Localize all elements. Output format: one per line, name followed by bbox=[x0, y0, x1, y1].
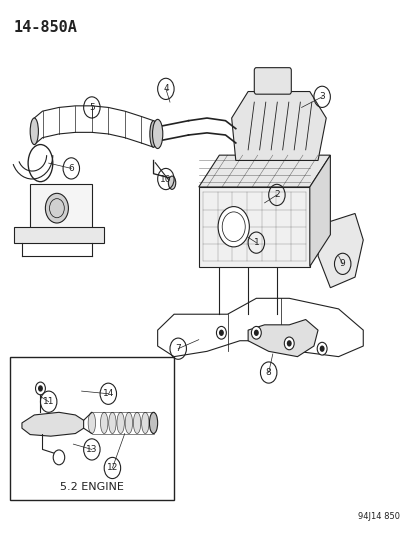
Text: 7: 7 bbox=[175, 344, 180, 353]
Ellipse shape bbox=[88, 413, 95, 433]
Text: 5: 5 bbox=[89, 103, 95, 112]
FancyBboxPatch shape bbox=[198, 187, 309, 266]
Ellipse shape bbox=[152, 119, 162, 149]
Ellipse shape bbox=[116, 413, 124, 433]
Text: 14-850A: 14-850A bbox=[14, 20, 77, 35]
Circle shape bbox=[45, 193, 68, 223]
Circle shape bbox=[38, 385, 43, 392]
Text: 11: 11 bbox=[43, 397, 54, 406]
Bar bbox=[14, 227, 104, 243]
Circle shape bbox=[286, 340, 291, 346]
Text: 9: 9 bbox=[339, 260, 345, 268]
Text: 4: 4 bbox=[163, 84, 168, 93]
FancyBboxPatch shape bbox=[30, 184, 92, 232]
Ellipse shape bbox=[149, 413, 157, 433]
FancyBboxPatch shape bbox=[254, 68, 291, 94]
Ellipse shape bbox=[30, 118, 38, 144]
Ellipse shape bbox=[125, 413, 132, 433]
Text: 13: 13 bbox=[86, 445, 97, 454]
Ellipse shape bbox=[150, 120, 157, 147]
Circle shape bbox=[319, 345, 324, 352]
Polygon shape bbox=[198, 155, 330, 187]
Ellipse shape bbox=[100, 413, 108, 433]
Text: 1: 1 bbox=[253, 238, 259, 247]
Text: 14: 14 bbox=[102, 389, 114, 398]
Text: 2: 2 bbox=[273, 190, 279, 199]
Ellipse shape bbox=[133, 413, 140, 433]
Bar bbox=[9, 357, 174, 500]
Text: 8: 8 bbox=[265, 368, 271, 377]
Ellipse shape bbox=[168, 176, 176, 189]
Polygon shape bbox=[309, 155, 330, 266]
Circle shape bbox=[316, 342, 326, 355]
Text: 5.2 ENGINE: 5.2 ENGINE bbox=[60, 481, 123, 491]
Circle shape bbox=[218, 207, 249, 247]
Text: 6: 6 bbox=[68, 164, 74, 173]
Polygon shape bbox=[231, 92, 325, 160]
Text: 10: 10 bbox=[160, 174, 171, 183]
Circle shape bbox=[216, 326, 226, 339]
Text: 94J14 850: 94J14 850 bbox=[357, 512, 399, 521]
Circle shape bbox=[251, 326, 261, 339]
Polygon shape bbox=[22, 413, 83, 436]
Text: 12: 12 bbox=[107, 464, 118, 472]
Circle shape bbox=[36, 382, 45, 395]
Polygon shape bbox=[317, 214, 362, 288]
Ellipse shape bbox=[109, 413, 116, 433]
Polygon shape bbox=[247, 319, 317, 357]
Ellipse shape bbox=[141, 413, 149, 433]
Circle shape bbox=[53, 450, 64, 465]
Circle shape bbox=[253, 329, 258, 336]
Text: 3: 3 bbox=[318, 92, 324, 101]
Circle shape bbox=[284, 337, 294, 350]
Circle shape bbox=[218, 329, 223, 336]
